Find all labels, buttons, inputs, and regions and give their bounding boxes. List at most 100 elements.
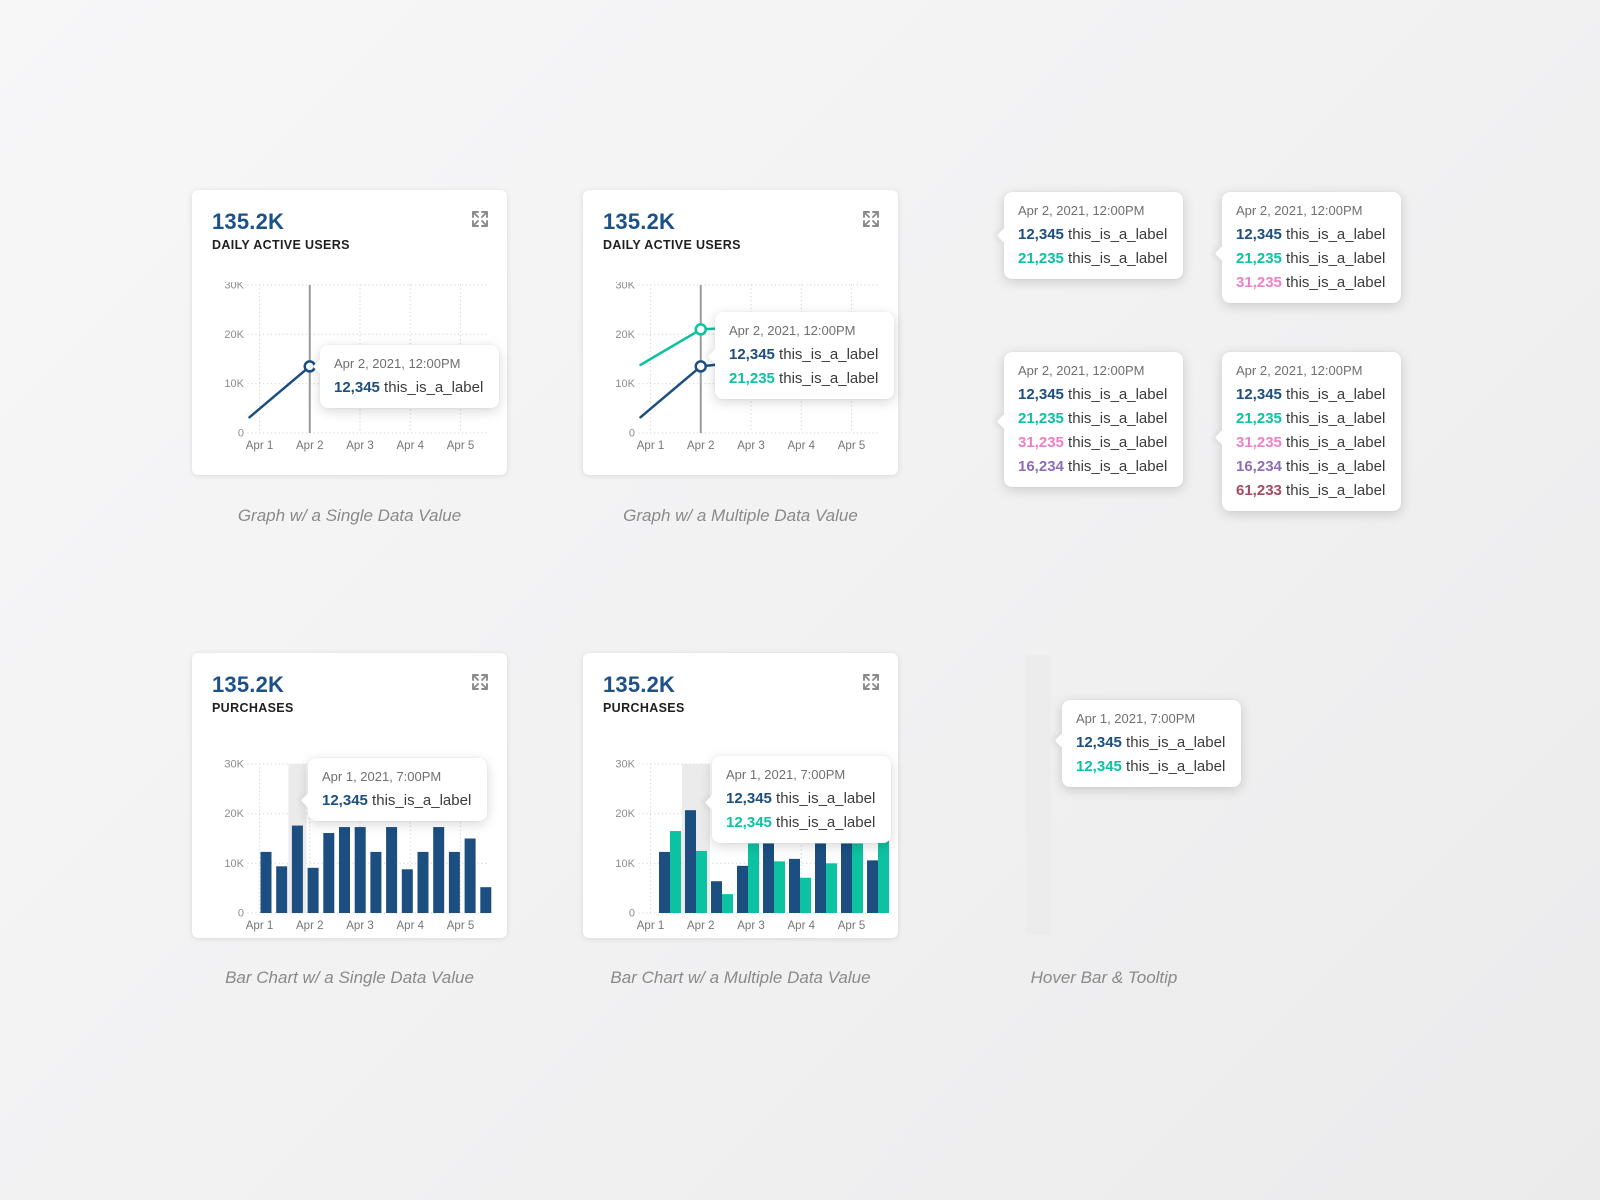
tooltip-value: 21,235 xyxy=(1236,410,1282,427)
chart-tooltip: Apr 2, 2021, 12:00PM 12,345 this_is_a_lab… xyxy=(312,345,500,408)
expand-icon[interactable] xyxy=(860,208,882,230)
tooltip-row: 21,235 this_is_a_label xyxy=(729,370,878,387)
tooltip-three-values: Apr 2, 2021, 12:00PM 12,345 this_is_a_lab… xyxy=(1214,192,1402,303)
tooltip-value: 12,345 xyxy=(1018,226,1064,243)
svg-text:10K: 10K xyxy=(224,378,244,390)
tooltip-label: this_is_a_label xyxy=(1281,410,1386,427)
tooltip-label: this_is_a_label xyxy=(771,790,876,807)
svg-text:Apr 1: Apr 1 xyxy=(637,920,665,932)
tooltip-row: 16,234 this_is_a_label xyxy=(1018,458,1167,475)
svg-text:Apr 3: Apr 3 xyxy=(346,440,374,452)
svg-text:Apr 4: Apr 4 xyxy=(397,920,425,932)
card-header: 135.2K PURCHASES xyxy=(192,653,507,716)
tooltip-value: 12,345 xyxy=(1236,226,1282,243)
tooltip-arrow xyxy=(1054,732,1071,749)
tooltip-row: 12,345 this_is_a_label xyxy=(1018,226,1167,243)
tooltip-label: this_is_a_label xyxy=(1063,226,1168,243)
tooltip-label: this_is_a_label xyxy=(1281,274,1386,291)
tooltip-label: this_is_a_label xyxy=(774,370,879,387)
chart-tooltip: Apr 1, 2021, 7:00PM 12,345 this_is_a_labe… xyxy=(300,758,488,821)
tooltip-value: 61,233 xyxy=(1236,482,1282,499)
tooltip-label: this_is_a_label xyxy=(379,379,484,396)
svg-text:20K: 20K xyxy=(224,808,244,820)
svg-text:30K: 30K xyxy=(224,759,244,771)
hover-bar[interactable] xyxy=(1026,655,1051,935)
tooltip-row: 12,345 this_is_a_label xyxy=(322,792,471,809)
bar-chart-multi[interactable]: 0 10K 20K 30K Apr 1 Apr 2 Apr 3 Apr 4 Apr 5 xyxy=(591,745,891,945)
svg-text:Apr 3: Apr 3 xyxy=(346,920,374,932)
metric-value: 135.2K xyxy=(212,209,285,234)
svg-text:Apr 2: Apr 2 xyxy=(296,440,324,452)
tooltip-label: this_is_a_label xyxy=(771,814,876,831)
svg-text:Apr 2: Apr 2 xyxy=(687,440,715,452)
tooltip-value: 12,345 xyxy=(729,346,775,363)
tooltip-timestamp: Apr 2, 2021, 12:00PM xyxy=(729,323,856,338)
svg-text:Apr 1: Apr 1 xyxy=(246,440,274,452)
card-title: DAILY ACTIVE USERS xyxy=(212,238,350,252)
svg-text:Apr 2: Apr 2 xyxy=(687,920,715,932)
tooltip-timestamp: Apr 1, 2021, 7:00PM xyxy=(322,769,442,784)
expand-icon[interactable] xyxy=(860,671,882,693)
svg-text:0: 0 xyxy=(629,428,635,440)
tooltip-row: 61,233 this_is_a_label xyxy=(1236,482,1385,499)
metric-value: 135.2K xyxy=(603,209,676,234)
svg-text:30K: 30K xyxy=(615,759,635,771)
expand-icon[interactable] xyxy=(469,671,491,693)
svg-text:10K: 10K xyxy=(615,858,635,870)
tooltip-row: 12,345 this_is_a_label xyxy=(729,346,878,363)
chart-tooltip: Apr 2, 2021, 12:00PM 12,345 this_is_a_lab… xyxy=(707,312,895,399)
card-header: 135.2K DAILY ACTIVE USERS xyxy=(583,190,898,253)
tooltip-label: this_is_a_label xyxy=(1281,434,1386,451)
tooltip-label: this_is_a_label xyxy=(774,346,879,363)
tooltip-arrow xyxy=(996,227,1013,244)
svg-text:10K: 10K xyxy=(615,378,635,390)
caption-hover: Hover Bar & Tooltip xyxy=(1030,968,1178,987)
svg-text:10K: 10K xyxy=(224,858,244,870)
tooltip-five-values: Apr 2, 2021, 12:00PM 12,345 this_is_a_lab… xyxy=(1214,352,1402,511)
svg-text:30K: 30K xyxy=(224,282,244,292)
tooltip-value: 12,345 xyxy=(1236,386,1282,403)
svg-text:Apr 3: Apr 3 xyxy=(737,440,765,452)
tooltip-arrow xyxy=(1214,429,1231,446)
tooltip-label: this_is_a_label xyxy=(1063,434,1168,451)
tooltip-value: 12,345 xyxy=(726,814,772,831)
tooltip-value: 31,235 xyxy=(1236,274,1282,291)
tooltip-four-values: Apr 2, 2021, 12:00PM 12,345 this_is_a_lab… xyxy=(996,352,1184,487)
tooltip-row: 12,345 this_is_a_label xyxy=(1076,734,1225,751)
tooltip-timestamp: Apr 1, 2021, 7:00PM xyxy=(726,767,846,782)
tooltip-row: 31,235 this_is_a_label xyxy=(1236,274,1385,291)
card-line-single: 135.2K DAILY ACTIVE USERS 0 10K 20K 30K Apr … xyxy=(192,190,507,475)
card-header: 135.2K DAILY ACTIVE USERS xyxy=(192,190,507,253)
card-header: 135.2K PURCHASES xyxy=(583,653,898,716)
tooltip-value: 21,235 xyxy=(1236,250,1282,267)
tooltip-row: 16,234 this_is_a_label xyxy=(1236,458,1385,475)
svg-text:Apr 1: Apr 1 xyxy=(246,920,274,932)
tooltip-row: 12,345 this_is_a_label xyxy=(726,790,875,807)
metric-value: 135.2K xyxy=(603,672,676,697)
tooltip-value: 16,234 xyxy=(1018,458,1064,475)
metric-value: 135.2K xyxy=(212,672,285,697)
hover-tooltip: Apr 1, 2021, 7:00PM 12,345 this_is_a_labe… xyxy=(1054,700,1242,787)
tooltip-two-values: Apr 2, 2021, 12:00PM 12,345 this_is_a_lab… xyxy=(996,192,1184,279)
line-chart-single[interactable]: 0 10K 20K 30K Apr 1 Apr 2 Apr 3 Apr 4 Apr 5 xyxy=(200,280,500,482)
tooltip-row: 12,345 this_is_a_label xyxy=(1236,226,1385,243)
card-bar-single: 135.2K PURCHASES 0 10K 20K 30K Apr 1 Apr 2 Apr… xyxy=(192,653,507,938)
tooltip-row: 21,235 this_is_a_label xyxy=(1018,250,1167,267)
chart-tooltip: Apr 1, 2021, 7:00PM 12,345 this_is_a_labe… xyxy=(704,756,892,843)
tooltip-row: 12,345 this_is_a_label xyxy=(1018,386,1167,403)
tooltip-value: 16,234 xyxy=(1236,458,1282,475)
tooltip-row: 21,235 this_is_a_label xyxy=(1236,410,1385,427)
svg-text:Apr 5: Apr 5 xyxy=(447,440,475,452)
svg-text:20K: 20K xyxy=(224,329,244,341)
tooltip-label: this_is_a_label xyxy=(1281,386,1386,403)
tooltip-label: this_is_a_label xyxy=(1063,410,1168,427)
tooltip-row: 31,235 this_is_a_label xyxy=(1236,434,1385,451)
tooltip-label: this_is_a_label xyxy=(1121,734,1226,751)
svg-text:Apr 5: Apr 5 xyxy=(838,920,866,932)
expand-icon[interactable] xyxy=(469,208,491,230)
svg-text:0: 0 xyxy=(629,908,635,920)
card-title: DAILY ACTIVE USERS xyxy=(603,238,741,252)
tooltip-row: 12,345 this_is_a_label xyxy=(1076,758,1225,775)
tooltip-value: 31,235 xyxy=(1236,434,1282,451)
bar-chart-single[interactable]: 0 10K 20K 30K Apr 1 Apr 2 Apr 3 Apr 4 Apr 5 xyxy=(200,745,500,945)
